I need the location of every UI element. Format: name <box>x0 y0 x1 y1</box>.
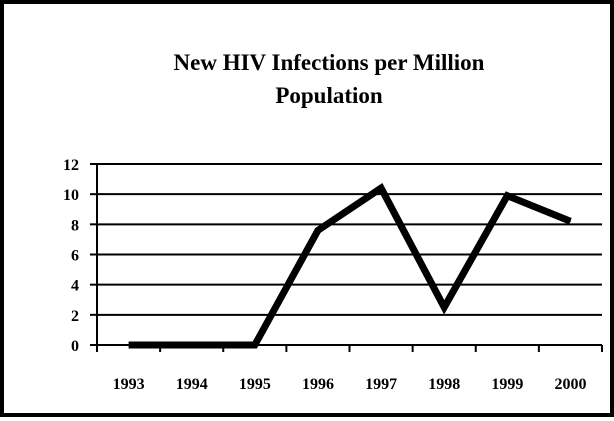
x-tick-label-2000: 2000 <box>554 376 586 393</box>
x-tick-label-1993: 1993 <box>113 376 145 393</box>
data-point-1995 <box>254 344 256 346</box>
series-layer <box>128 183 572 349</box>
x-tick-label-1999: 1999 <box>491 376 523 393</box>
y-tick-label-10: 10 <box>63 187 79 204</box>
x-tick-label-1996: 1996 <box>302 376 334 393</box>
data-point-1996 <box>317 229 319 231</box>
y-tick-label-0: 0 <box>71 338 79 355</box>
chart-title-line-1: New HIV Infections per Million <box>174 50 485 75</box>
y-tick-labels: 0 2 4 6 8 10 12 <box>63 157 79 355</box>
y-tick-label-2: 2 <box>71 308 79 325</box>
x-tick-label-1994: 1994 <box>176 376 208 393</box>
y-tick-label-6: 6 <box>71 248 79 265</box>
line-chart: New HIV Infections per Million Populatio… <box>63 50 603 393</box>
series-line-0 <box>128 183 572 349</box>
data-point-1997 <box>380 187 382 189</box>
data-point-1999 <box>506 195 508 197</box>
gridlines <box>97 163 602 316</box>
data-point-1998 <box>443 306 445 308</box>
y-tick-label-4: 4 <box>71 278 79 295</box>
axes <box>90 163 603 352</box>
data-point-2000 <box>569 220 571 222</box>
y-tick-label-12: 12 <box>63 157 79 174</box>
x-tick-labels: 1993 1994 1995 1996 1997 1998 1999 2000 <box>113 376 587 393</box>
y-tick-label-8: 8 <box>71 217 79 234</box>
data-point-1994 <box>191 344 193 346</box>
x-tick-label-1995: 1995 <box>239 376 271 393</box>
chart-title-line-2: Population <box>275 83 383 108</box>
x-tick-label-1997: 1997 <box>365 376 397 393</box>
x-tick-label-1998: 1998 <box>428 376 460 393</box>
data-point-1993 <box>128 344 130 346</box>
